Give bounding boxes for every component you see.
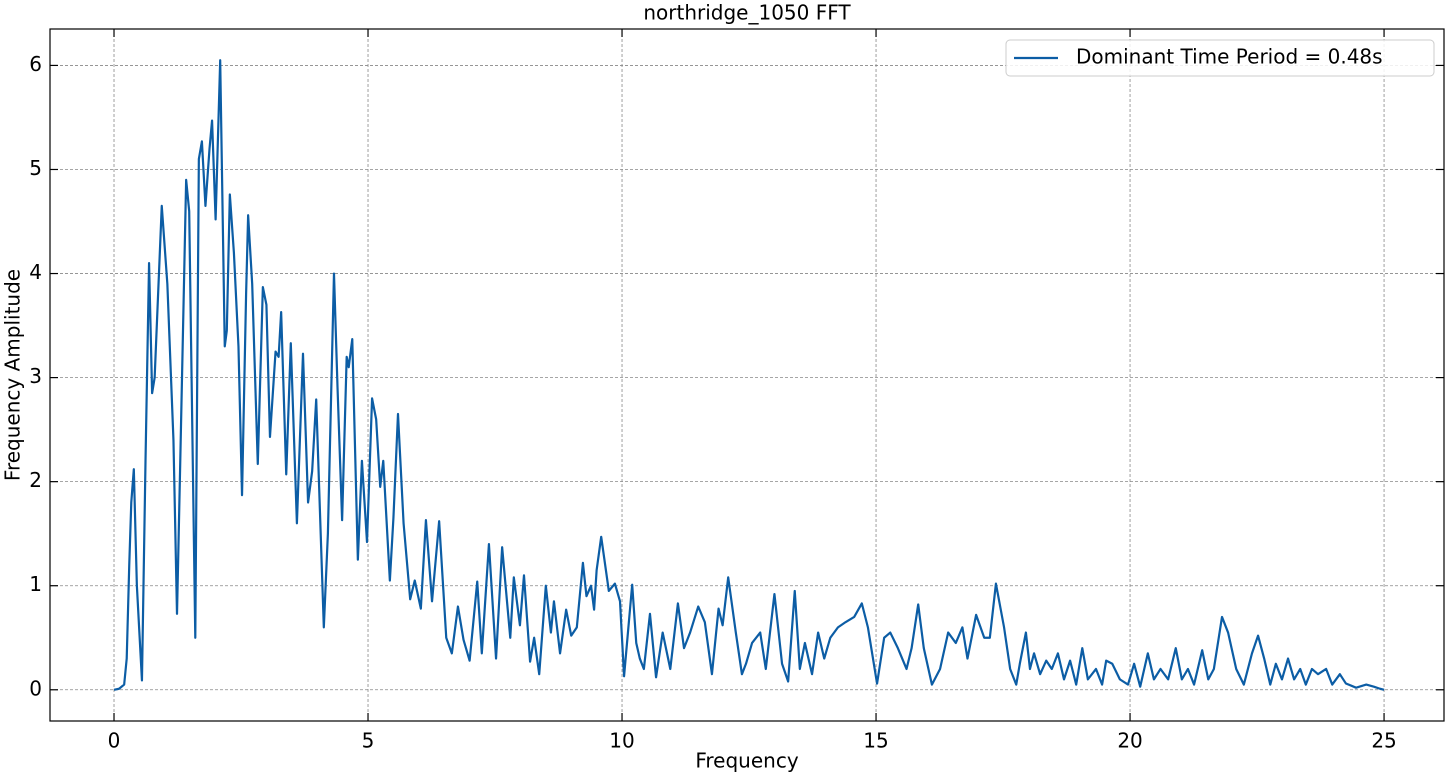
x-tick-label: 25	[1371, 729, 1396, 753]
y-tick-label: 4	[29, 260, 42, 284]
y-tick-label: 3	[29, 364, 42, 388]
plot-frame	[49, 28, 1445, 722]
data-line	[113, 59, 1385, 691]
chart-title: northridge_1050 FFT	[643, 1, 851, 25]
x-tick-label: 5	[362, 729, 375, 753]
y-tick-label: 1	[29, 572, 42, 596]
legend-label: Dominant Time Period = 0.48s	[1076, 45, 1383, 69]
y-tick-label: 2	[29, 468, 42, 492]
x-tick-label: 10	[609, 729, 634, 753]
x-tick-label: 20	[1117, 729, 1142, 753]
x-tick-label: 15	[863, 729, 888, 753]
x-tick-label: 0	[108, 729, 121, 753]
x-axis-label: Frequency	[695, 749, 798, 773]
y-axis-label: Frequency Amplitude	[1, 269, 25, 481]
y-tick-label: 0	[29, 676, 42, 700]
y-tick-label: 6	[29, 52, 42, 76]
legend-box	[1005, 39, 1435, 77]
y-tick-label: 5	[29, 156, 42, 180]
